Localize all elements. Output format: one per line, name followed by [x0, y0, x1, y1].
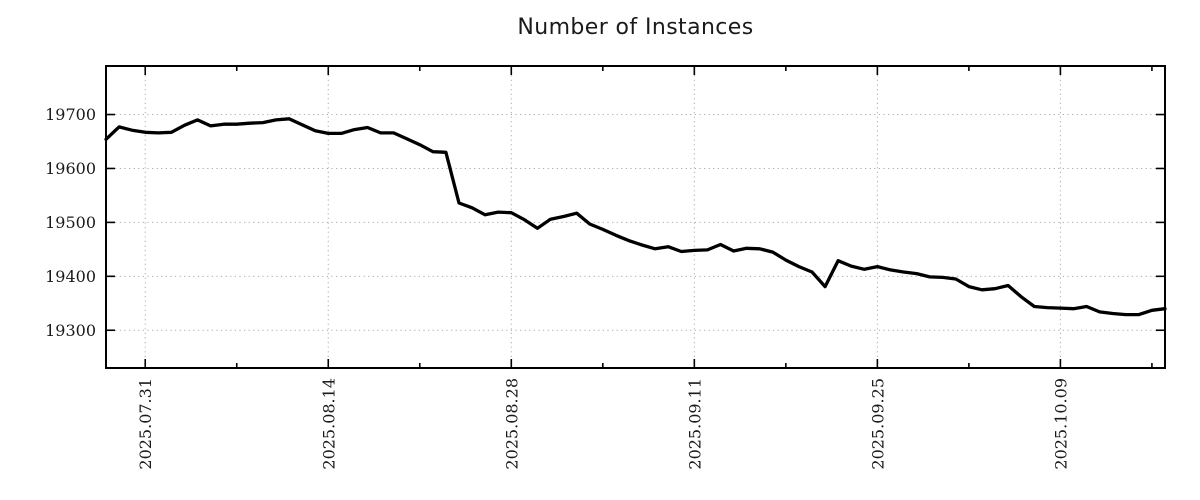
x-tick-label: 2025.07.31: [136, 378, 155, 470]
tick-labels: 19300 19400 19500 19600 19700 2025.07.31 2025.…: [45, 105, 1070, 470]
y-tick-label: 19400: [45, 267, 96, 286]
y-tick-label: 19500: [45, 213, 96, 232]
gridlines: [106, 66, 1165, 368]
chart-title: Number of Instances: [517, 15, 754, 40]
plot-border: [105, 65, 1166, 369]
x-tick-label: 2025.09.25: [868, 378, 887, 470]
data-line: [104, 117, 1167, 317]
axis-ticks: [106, 66, 1165, 368]
y-tick-label: 19300: [45, 321, 96, 340]
x-tick-label: 2025.08.14: [319, 378, 338, 470]
x-tick-label: 2025.10.09: [1051, 378, 1070, 470]
y-tick-label: 19700: [45, 105, 96, 124]
x-tick-label: 2025.08.28: [502, 378, 521, 470]
y-tick-label: 19600: [45, 159, 96, 178]
x-tick-label: 2025.09.11: [685, 378, 704, 470]
